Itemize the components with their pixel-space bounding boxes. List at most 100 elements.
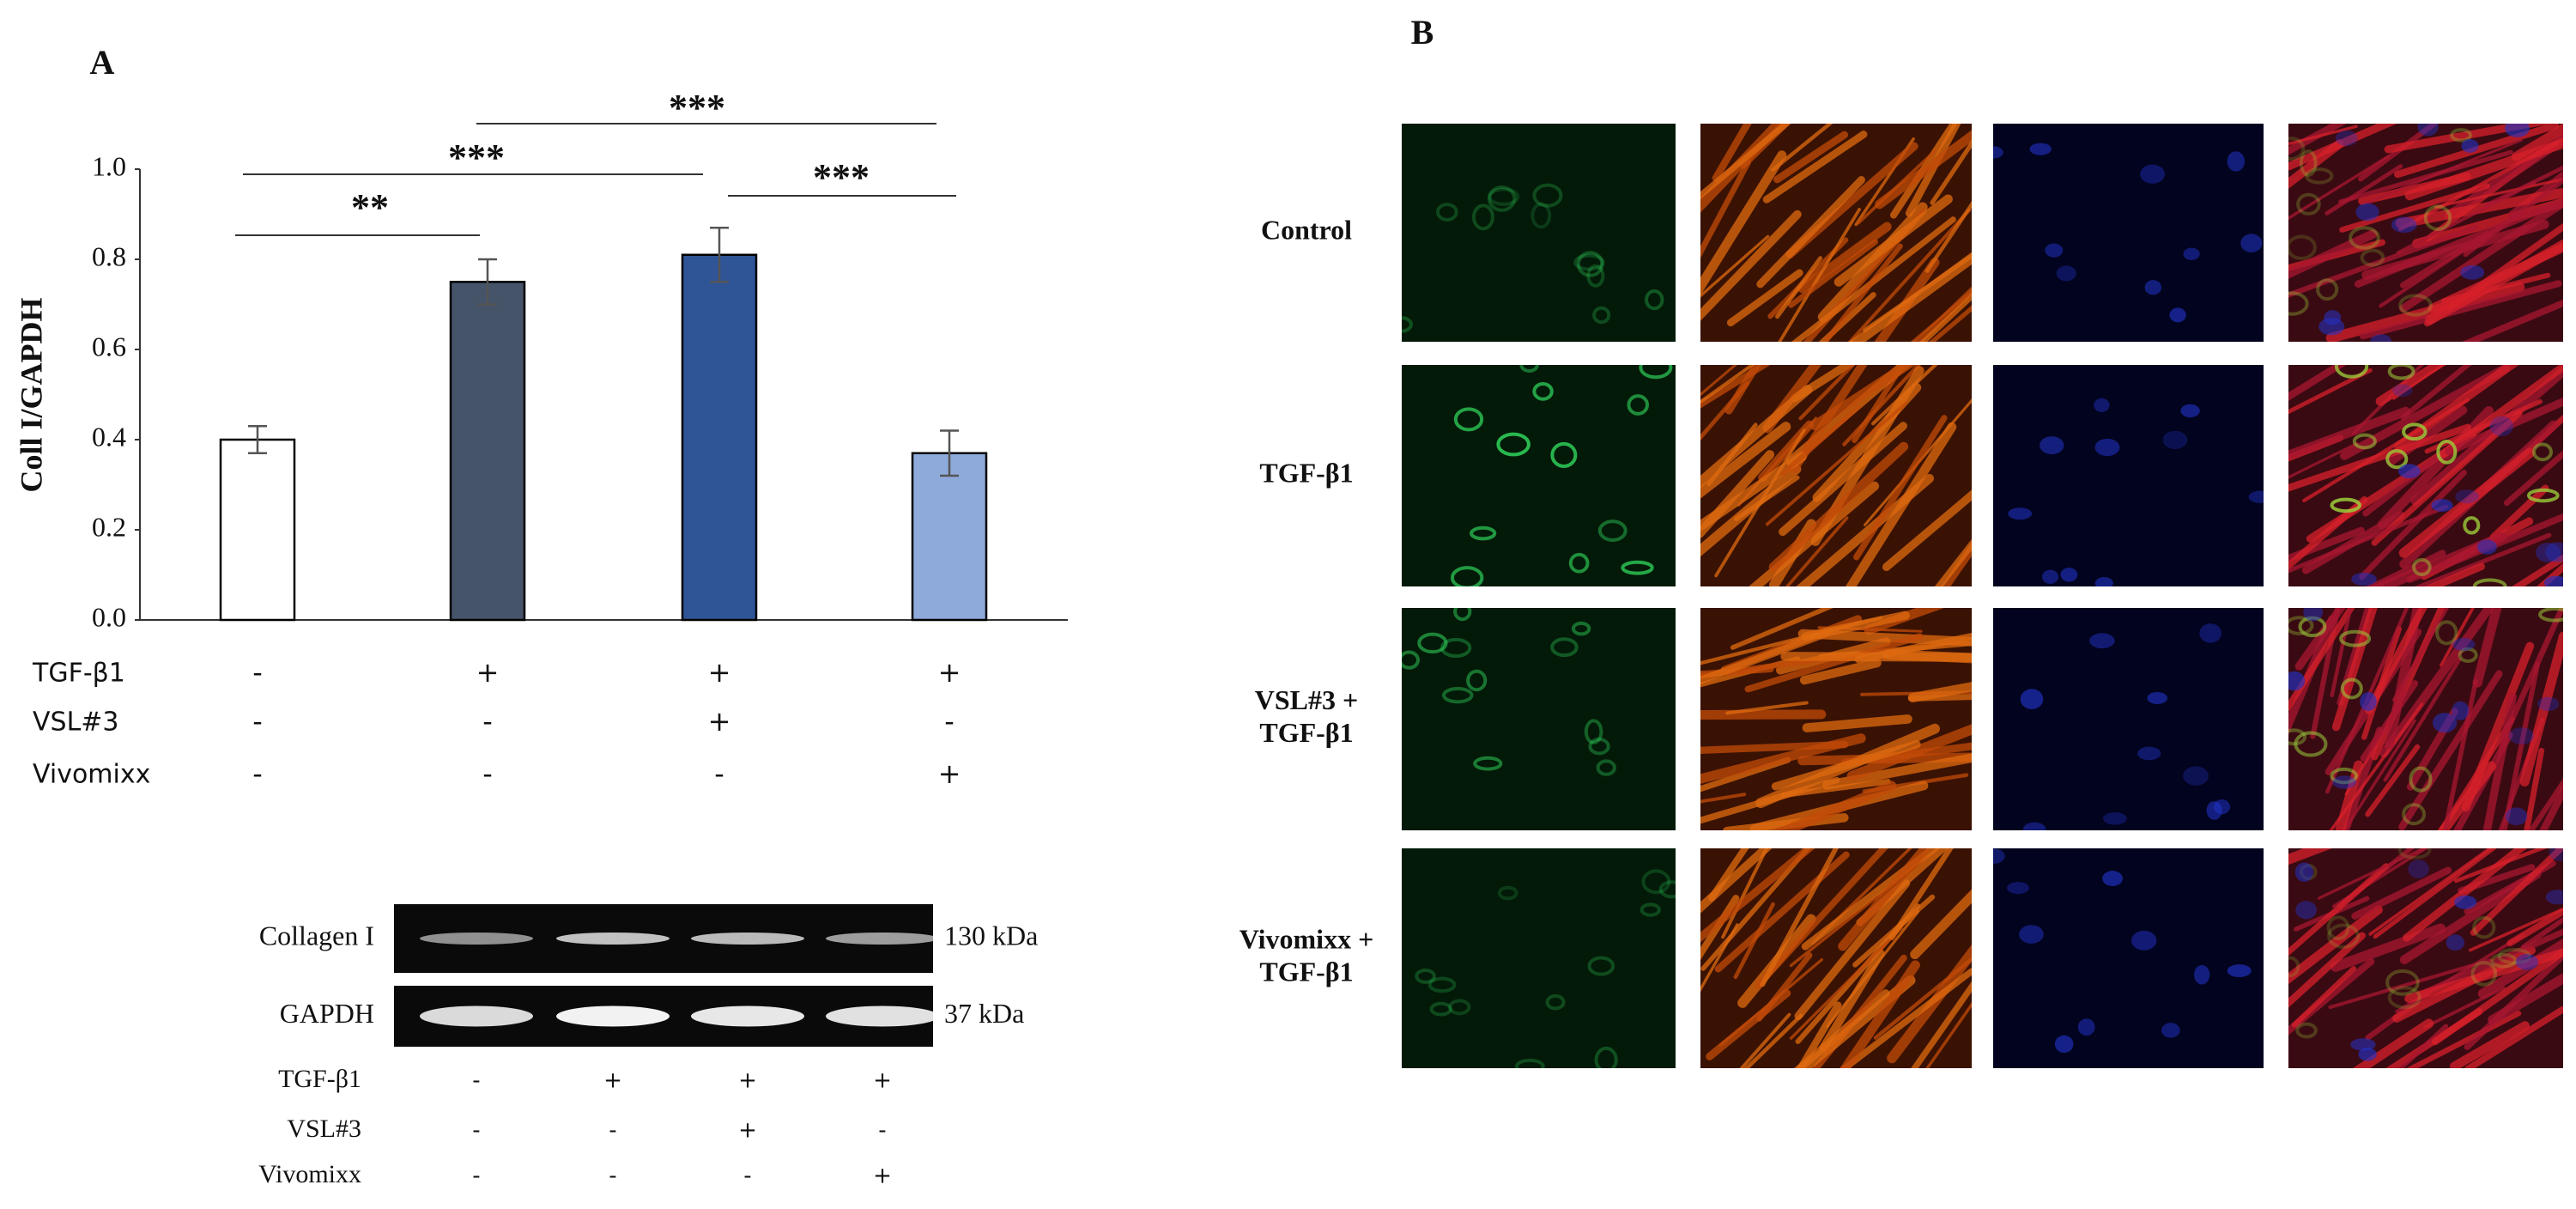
- stain: [2385, 969, 2420, 996]
- fiber: [1778, 208, 1861, 342]
- stain: [1514, 1058, 1545, 1068]
- stain: [1402, 316, 1413, 333]
- nucleus: [2370, 334, 2391, 342]
- stain: [2288, 616, 2314, 635]
- row-label: Control: [1261, 214, 1352, 245]
- fiber: [1730, 608, 1834, 650]
- blot-treatment-sign: -: [609, 1163, 616, 1189]
- fiber: [2361, 220, 2549, 280]
- nucleus: [2040, 436, 2064, 455]
- stain: [1587, 956, 1615, 976]
- stain: [2470, 961, 2498, 987]
- fiber: [2338, 149, 2513, 204]
- fiber: [2288, 423, 2471, 492]
- fiber: [2399, 869, 2542, 965]
- stain: [1586, 264, 1605, 288]
- treatment-sign: -: [252, 705, 263, 738]
- nucleus: [2505, 124, 2530, 137]
- stain: [1496, 432, 1530, 457]
- micrograph: [1402, 124, 1676, 342]
- nucleus: [2397, 464, 2421, 479]
- treatment-sign: +: [708, 656, 731, 689]
- blot-treatment-sign: -: [472, 1118, 480, 1144]
- stain: [2334, 365, 2369, 379]
- fiber: [2330, 923, 2446, 972]
- stain: [2296, 192, 2321, 216]
- nucleus: [2103, 812, 2127, 825]
- stain: [2288, 137, 2306, 161]
- stain: [2397, 848, 2432, 860]
- micrograph: [1993, 848, 2264, 1068]
- stain: [1645, 289, 1664, 311]
- error-bar: [940, 429, 959, 477]
- fiber: [1875, 130, 1972, 210]
- fiber: [2383, 657, 2462, 782]
- micrograph: [2288, 608, 2563, 830]
- fiber: [1842, 365, 1922, 447]
- significance-label: ***: [669, 87, 725, 129]
- fiber: [1934, 538, 1972, 586]
- fiber: [1700, 848, 1815, 943]
- stain: [2472, 578, 2507, 586]
- fiber: [2434, 178, 2563, 209]
- fiber: [2524, 747, 2545, 830]
- treatment-sign: +: [476, 656, 500, 689]
- blot-label: Collagen I: [259, 920, 374, 951]
- nucleus: [2054, 1035, 2074, 1054]
- nucleus: [2408, 860, 2429, 878]
- stain: [2340, 677, 2363, 700]
- nucleus: [2007, 882, 2029, 895]
- nucleus: [2536, 542, 2561, 562]
- fiber: [1700, 124, 1791, 200]
- stain: [2385, 449, 2409, 470]
- nucleus: [2360, 692, 2377, 712]
- stain: [1550, 441, 1578, 468]
- fiber: [2288, 863, 2390, 957]
- blot-size: 37 kDa: [944, 998, 1024, 1029]
- fiber: [1882, 489, 1972, 572]
- fiber: [2375, 365, 2446, 406]
- fiber: [1762, 131, 1868, 204]
- micrograph-bg: [1402, 608, 1676, 830]
- fiber: [1743, 1013, 1803, 1068]
- nucleus: [2295, 901, 2317, 920]
- stain: [1488, 187, 1520, 206]
- blot-band: [691, 933, 804, 945]
- nucleus: [2137, 746, 2161, 761]
- nucleus: [2455, 489, 2480, 504]
- stain: [1473, 756, 1503, 771]
- micrograph: [1700, 608, 1972, 830]
- fiber: [2351, 866, 2452, 920]
- blot-treatment-sign: +: [738, 1068, 757, 1094]
- fiber: [1840, 960, 1920, 1068]
- stain: [2532, 442, 2553, 462]
- fiber: [1924, 201, 1972, 273]
- treatment-sign: +: [938, 757, 961, 790]
- row-label: Vivomixx +: [1240, 923, 1374, 954]
- nucleus: [2476, 539, 2497, 555]
- fiber: [2317, 848, 2428, 900]
- stain: [1641, 869, 1671, 895]
- stain: [1453, 407, 1484, 432]
- blot-treatment-sign: +: [738, 1118, 757, 1144]
- fiber: [2359, 469, 2467, 580]
- nucleus: [2060, 568, 2078, 582]
- treatment-sign: -: [482, 757, 493, 790]
- fiber: [2442, 678, 2478, 830]
- fiber: [1700, 848, 1773, 914]
- fiber: [1700, 150, 1787, 295]
- nucleus: [2131, 930, 2157, 951]
- fiber: [1712, 124, 1752, 182]
- nucleus: [2183, 766, 2209, 786]
- nucleus: [2199, 623, 2222, 643]
- stain: [1573, 253, 1605, 271]
- fiber: [2288, 368, 2373, 415]
- row-label: VSL#3 +: [1255, 684, 1358, 715]
- nucleus: [2324, 310, 2342, 325]
- fiber: [1733, 475, 1800, 522]
- y-tick-label: 0.8: [92, 240, 126, 271]
- stain: [1435, 203, 1458, 222]
- fiber: [1834, 194, 1953, 287]
- micrograph: [1993, 608, 2264, 830]
- fiber: [2288, 905, 2383, 985]
